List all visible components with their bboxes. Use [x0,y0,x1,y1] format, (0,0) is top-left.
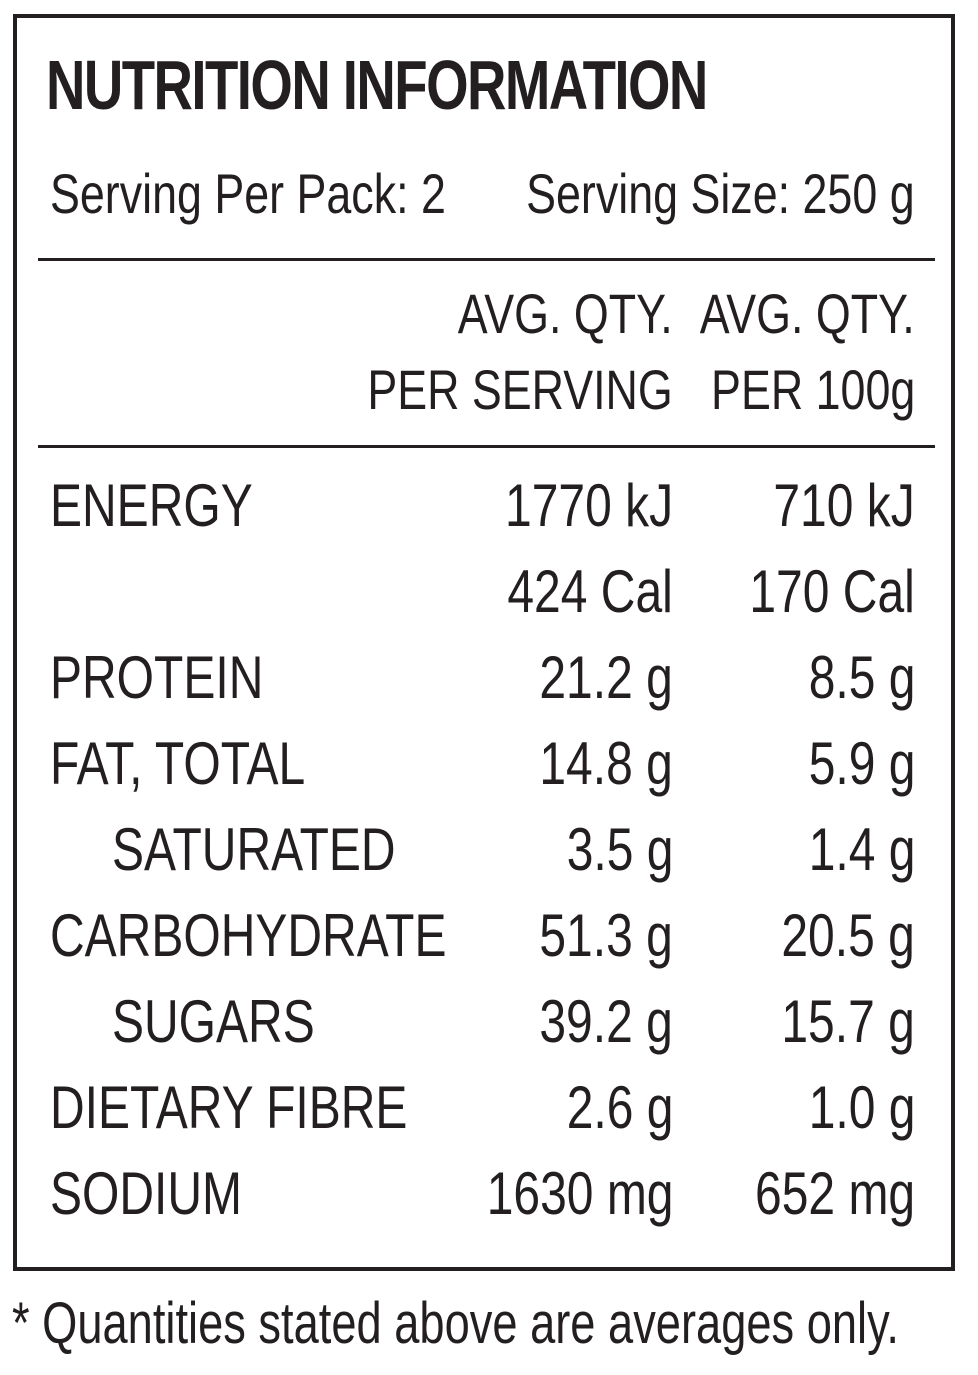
per-100g-value: 1.4 g [808,816,915,883]
col-header-serving-line2: PER SERVING [367,358,673,421]
per-serving-value: 21.2 g [539,644,673,711]
per-100g-value: 1.0 g [808,1074,915,1141]
per-serving-value: 3.5 g [566,816,673,883]
nutrient-subname: SUGARS [112,988,315,1055]
nutrient-name: ENERGY [50,472,253,539]
nutrient-name: FAT, TOTAL [50,730,306,797]
per-serving-value: 2.6 g [566,1074,673,1141]
nutrient-name: DIETARY FIBRE [50,1074,408,1141]
per-serving-value: 1770 kJ [504,472,673,539]
per-100g-value: 15.7 g [781,988,915,1055]
panel-title: NUTRITION INFORMATION [46,46,708,124]
col-header-100g-line2: PER 100g [710,358,915,421]
per-100g-value: 170 Cal [749,558,915,625]
column-header-divider [38,445,935,448]
nutrient-name: SODIUM [50,1160,242,1227]
col-header-serving-line1: AVG. QTY. [458,282,673,345]
nutrient-subname: SATURATED [112,816,396,883]
servings-per-pack: Serving Per Pack: 2 [50,162,446,225]
per-serving-value: 1630 mg [486,1160,673,1227]
per-100g-value: 8.5 g [808,644,915,711]
per-serving-value: 51.3 g [539,902,673,969]
nutrient-name: CARBOHYDRATE [50,902,447,969]
nutrition-panel [13,14,955,1271]
per-serving-value: 14.8 g [539,730,673,797]
per-100g-value: 710 kJ [773,472,915,539]
header-divider [38,258,935,261]
serving-size: Serving Size: 250 g [526,162,916,225]
per-100g-value: 20.5 g [781,902,915,969]
nutrient-name: PROTEIN [50,644,264,711]
per-serving-value: 39.2 g [539,988,673,1055]
per-serving-value: 424 Cal [507,558,673,625]
per-100g-value: 652 mg [754,1160,915,1227]
col-header-100g-line1: AVG. QTY. [700,282,915,345]
averages-footnote: * Quantities stated above are averages o… [12,1291,899,1356]
per-100g-value: 5.9 g [808,730,915,797]
